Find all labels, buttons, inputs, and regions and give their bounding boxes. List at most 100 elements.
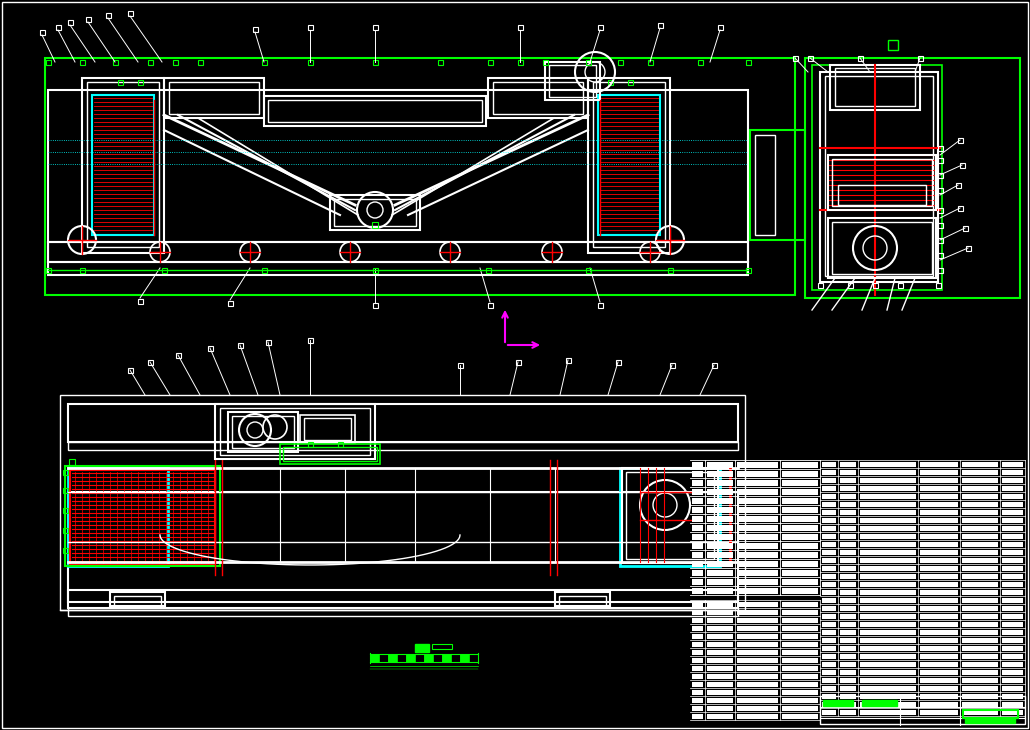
Bar [488,303,493,308]
Bar [962,582,998,587]
Bar [962,614,998,619]
Bar [958,206,963,211]
Bar [373,268,378,273]
Bar [962,694,998,699]
Bar [692,588,703,594]
Bar [962,470,998,475]
Bar [822,646,836,651]
Bar [963,226,968,231]
Bar [670,363,675,368]
Bar [965,718,1015,723]
Bar [737,634,778,639]
Bar [782,698,818,703]
Bar [1002,678,1023,683]
Bar [962,630,998,635]
Bar [840,686,856,691]
Bar [1002,518,1023,523]
Bar [40,30,45,35]
Bar [718,25,723,30]
Bar [586,268,591,273]
Bar [737,543,778,549]
Bar [920,574,958,579]
Bar [938,253,943,258]
Bar [782,480,818,486]
Bar [920,710,958,715]
Bar [308,442,313,447]
Bar [737,706,778,711]
Bar [962,558,998,563]
Bar [707,480,733,486]
Bar [830,65,920,110]
Bar [692,626,703,631]
Bar [840,510,856,515]
Bar [822,534,836,539]
Bar [308,338,313,343]
Bar [176,353,181,358]
Bar [822,590,836,595]
Bar [840,702,856,707]
Bar [822,502,836,507]
Bar [860,502,916,507]
Bar [966,246,971,251]
Bar [920,478,958,483]
Bar [938,268,943,273]
Bar [1002,630,1023,635]
Bar [920,694,958,699]
Bar [486,268,491,273]
Bar [707,682,733,687]
Bar [820,696,1025,724]
Bar [488,60,493,65]
Bar [737,666,778,671]
Bar [737,570,778,576]
Bar [388,654,397,662]
Bar [920,486,958,491]
Bar [920,518,958,523]
Bar [707,642,733,647]
Bar [373,25,378,30]
Bar [822,510,836,515]
Bar [68,20,73,25]
Bar [424,654,433,662]
Bar [372,222,378,228]
Bar [608,80,613,85]
Bar [232,416,294,448]
Bar [858,56,863,61]
Bar [300,415,355,443]
Bar [692,516,703,522]
Bar [1002,582,1023,587]
Bar [962,534,998,539]
Bar [782,634,818,639]
Bar [962,510,998,515]
Bar [68,492,739,602]
Bar [822,622,836,627]
Bar [415,654,424,662]
Bar [840,630,856,635]
Bar [1002,566,1023,571]
Bar [415,644,430,652]
Bar [920,646,958,651]
Bar [822,670,836,675]
Bar [793,56,798,61]
Bar [936,283,941,288]
Bar [737,588,778,594]
Bar [832,159,932,206]
Bar [707,650,733,655]
Bar [737,579,778,585]
Bar [63,488,68,493]
Bar [822,518,836,523]
Bar [860,462,916,467]
Bar [782,498,818,504]
Bar [460,654,469,662]
Bar [692,552,703,558]
Bar [860,646,916,651]
Bar [737,690,778,695]
Bar [543,60,548,65]
Bar [822,542,836,547]
Bar [962,502,998,507]
Bar [840,622,856,627]
Bar [782,543,818,549]
Bar [373,60,378,65]
Bar [692,534,703,540]
Bar [46,60,52,65]
Bar [373,303,378,308]
